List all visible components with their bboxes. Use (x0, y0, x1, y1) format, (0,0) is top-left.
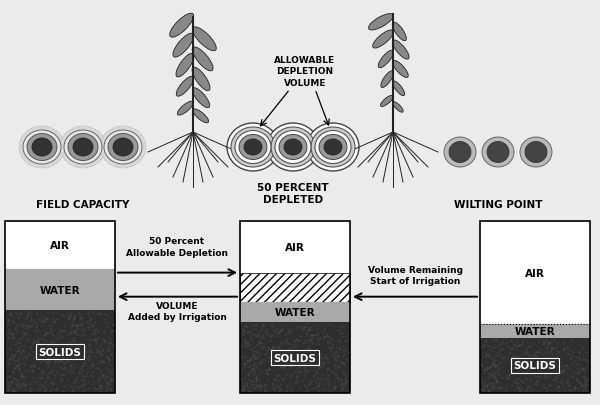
Text: FIELD CAPACITY: FIELD CAPACITY (37, 200, 130, 209)
Text: ALLOWABLE
DEPLETION
VOLUME: ALLOWABLE DEPLETION VOLUME (274, 56, 335, 87)
Ellipse shape (176, 77, 194, 97)
Bar (480, 222, 590, 324)
Ellipse shape (68, 134, 98, 161)
Text: 50 PERCENT
DEPLETED: 50 PERCENT DEPLETED (257, 183, 329, 204)
Text: WATER: WATER (515, 326, 556, 336)
Ellipse shape (368, 15, 393, 31)
Text: WATER: WATER (275, 307, 316, 318)
Bar (240, 222, 350, 273)
Ellipse shape (60, 127, 106, 168)
Bar (240, 222, 350, 393)
Ellipse shape (227, 124, 279, 172)
Text: AIR: AIR (285, 242, 305, 252)
Bar (5, 269, 115, 311)
Ellipse shape (235, 131, 271, 164)
Ellipse shape (482, 138, 514, 168)
Bar (240, 302, 350, 323)
Ellipse shape (113, 139, 133, 157)
Bar (240, 323, 350, 393)
Ellipse shape (319, 135, 347, 160)
Ellipse shape (267, 124, 319, 172)
Ellipse shape (392, 61, 408, 78)
Text: WILTING POINT: WILTING POINT (454, 200, 542, 209)
Ellipse shape (231, 128, 275, 168)
Ellipse shape (193, 28, 217, 52)
Ellipse shape (392, 23, 406, 42)
Text: VOLUME
Added by Irrigation: VOLUME Added by Irrigation (128, 301, 226, 321)
Ellipse shape (444, 138, 476, 168)
Ellipse shape (100, 127, 146, 168)
Ellipse shape (73, 139, 93, 157)
Ellipse shape (393, 102, 403, 113)
Ellipse shape (176, 54, 194, 78)
Ellipse shape (192, 68, 210, 92)
Ellipse shape (381, 71, 394, 88)
Text: SOLIDS: SOLIDS (514, 360, 556, 371)
Text: AIR: AIR (525, 268, 545, 278)
Ellipse shape (193, 89, 210, 109)
Ellipse shape (324, 140, 342, 156)
Ellipse shape (19, 127, 65, 168)
Bar (240, 273, 350, 302)
Ellipse shape (192, 48, 213, 72)
Ellipse shape (380, 96, 393, 107)
Ellipse shape (392, 82, 404, 96)
Bar (480, 222, 590, 393)
Ellipse shape (487, 142, 509, 163)
Ellipse shape (315, 131, 351, 164)
Ellipse shape (108, 134, 138, 161)
Ellipse shape (27, 134, 57, 161)
Ellipse shape (520, 138, 552, 168)
Bar (5, 222, 115, 393)
Ellipse shape (392, 41, 409, 60)
Bar (480, 324, 590, 338)
Ellipse shape (178, 102, 193, 116)
Ellipse shape (104, 131, 142, 164)
Ellipse shape (449, 142, 471, 163)
Ellipse shape (32, 139, 52, 157)
Ellipse shape (378, 51, 394, 68)
Ellipse shape (23, 131, 61, 164)
Text: SOLIDS: SOLIDS (274, 353, 316, 363)
Ellipse shape (271, 128, 315, 168)
Ellipse shape (239, 135, 267, 160)
Bar (5, 222, 115, 269)
Ellipse shape (373, 31, 394, 49)
Ellipse shape (173, 34, 194, 58)
Ellipse shape (244, 140, 262, 156)
Text: AIR: AIR (50, 241, 70, 250)
Ellipse shape (64, 131, 102, 164)
Text: 50 Percent
Allowable Depletion: 50 Percent Allowable Depletion (126, 237, 228, 257)
Text: Volume Remaining
Start of Irrigation: Volume Remaining Start of Irrigation (367, 265, 463, 285)
Ellipse shape (275, 131, 311, 164)
Bar (5, 311, 115, 393)
Ellipse shape (193, 110, 209, 124)
Ellipse shape (279, 135, 307, 160)
Ellipse shape (170, 14, 194, 38)
Ellipse shape (307, 124, 359, 172)
Text: SOLIDS: SOLIDS (38, 347, 82, 357)
Ellipse shape (284, 140, 302, 156)
Bar (480, 338, 590, 393)
Ellipse shape (525, 142, 547, 163)
Ellipse shape (311, 128, 355, 168)
Text: WATER: WATER (40, 285, 80, 295)
